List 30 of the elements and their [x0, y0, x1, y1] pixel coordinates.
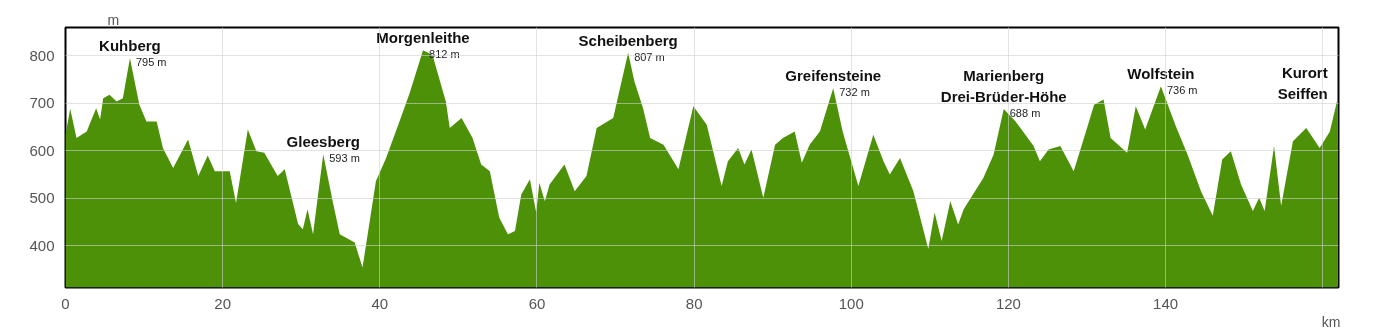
data-label: 807 m: [634, 50, 665, 63]
x-tick-label: 20: [214, 294, 232, 312]
x-tick-label: 100: [838, 294, 864, 312]
y-axis-title: m: [107, 11, 120, 28]
data-label: 736 m: [1166, 84, 1198, 97]
data-label: 688 m: [1009, 107, 1041, 120]
annotation: Wolfstein: [1127, 65, 1195, 83]
x-tick-label: 60: [528, 294, 546, 312]
annotation: Morgenleithe: [376, 29, 470, 47]
annotation: Gleesberg: [286, 133, 360, 151]
x-axis-title: km: [1321, 313, 1341, 330]
data-label: 593 m: [329, 152, 360, 165]
data-label: 732 m: [839, 86, 870, 99]
data-label: 812 m: [429, 48, 460, 61]
x-tick-label: 120: [995, 294, 1021, 312]
y-tick-label: 400: [29, 236, 55, 254]
x-tick-label: 140: [1153, 294, 1179, 312]
annotation: Kurort Seiffen: [1277, 63, 1328, 103]
annotation: Marienberg Drei-Brüder-Höhe: [940, 66, 1067, 106]
y-tick-label: 500: [29, 189, 55, 207]
annotation: Greifensteine: [785, 67, 882, 85]
y-tick-label: 600: [29, 141, 55, 159]
x-tick-label: 0: [61, 294, 70, 312]
y-tick-label: 800: [29, 46, 55, 64]
annotation: Kuhberg: [99, 37, 161, 55]
x-tick-label: 80: [685, 294, 703, 312]
data-label: 795 m: [135, 56, 167, 69]
y-tick-label: 700: [29, 94, 55, 112]
x-tick-label: 40: [371, 294, 389, 312]
annotation: Scheibenberg: [578, 31, 678, 49]
